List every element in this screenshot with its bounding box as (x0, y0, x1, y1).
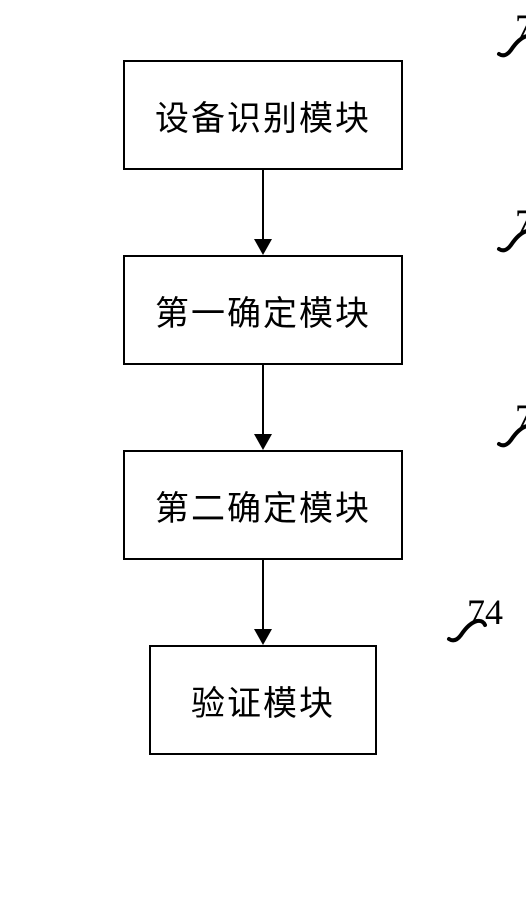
arrow (254, 365, 272, 450)
arrow-line (262, 560, 264, 629)
node-device-recognition: 设备识别模块 71 (123, 60, 403, 170)
squiggle-icon (445, 615, 489, 645)
node-first-determination: 第一确定模块 72 (123, 255, 403, 365)
arrow-head-icon (254, 434, 272, 450)
squiggle-icon (495, 420, 526, 450)
arrow-line (262, 365, 264, 434)
node-text: 验证模块 (191, 676, 335, 725)
node-verification: 验证模块 74 (149, 645, 377, 755)
arrow-head-icon (254, 239, 272, 255)
node-second-determination: 第二确定模块 73 (123, 450, 403, 560)
node-text: 第二确定模块 (155, 481, 371, 530)
arrow (254, 560, 272, 645)
squiggle-icon (495, 30, 526, 60)
squiggle-icon (495, 225, 526, 255)
arrow-line (262, 170, 264, 239)
arrow-head-icon (254, 629, 272, 645)
node-text: 第一确定模块 (155, 286, 371, 335)
arrow (254, 170, 272, 255)
node-text: 设备识别模块 (155, 91, 371, 140)
flowchart-container: 设备识别模块 71 第一确定模块 72 第二确定模块 73 验证模块 74 (123, 60, 403, 755)
